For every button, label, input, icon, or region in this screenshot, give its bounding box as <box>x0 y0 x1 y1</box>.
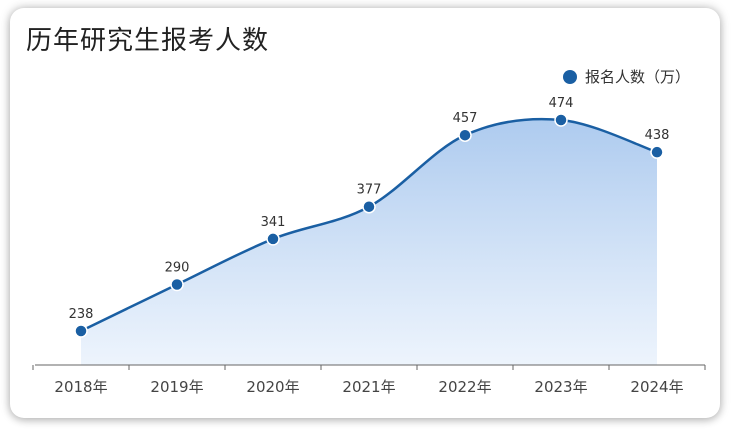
x-tick-label: 2022年 <box>438 378 491 396</box>
area-fill <box>81 119 657 366</box>
data-label: 438 <box>645 128 670 143</box>
x-tick-label: 2020年 <box>246 378 299 396</box>
data-label: 474 <box>549 96 574 111</box>
data-label: 457 <box>453 111 478 126</box>
data-point <box>266 232 280 246</box>
data-point <box>362 199 376 214</box>
data-label: 341 <box>261 215 286 230</box>
chart-title: 历年研究生报考人数 <box>26 26 270 56</box>
legend-label: 报名人数（万） <box>584 68 690 86</box>
data-point <box>458 128 472 142</box>
x-tick-label: 2018年 <box>54 378 107 396</box>
data-point <box>650 145 664 159</box>
x-tick-label: 2024年 <box>630 378 683 396</box>
legend-marker <box>562 69 577 84</box>
data-point <box>170 277 184 292</box>
data-label: 290 <box>165 261 190 276</box>
chart-card: 历年研究生报考人数 报名人数（万） 238 2018年 290 2019年 341 202… <box>10 8 720 418</box>
data-label: 238 <box>69 307 94 322</box>
data-point <box>74 324 88 338</box>
chart-legend: 报名人数（万） <box>562 66 690 87</box>
area-chart: 238 2018年 290 2019年 341 2020年 377 2021年 457 2022年… <box>32 96 706 396</box>
x-tick-label: 2023年 <box>534 378 587 396</box>
data-label: 377 <box>357 183 382 198</box>
x-tick-label: 2021年 <box>342 378 395 396</box>
x-tick-label: 2019年 <box>150 378 203 396</box>
data-point <box>554 113 568 127</box>
